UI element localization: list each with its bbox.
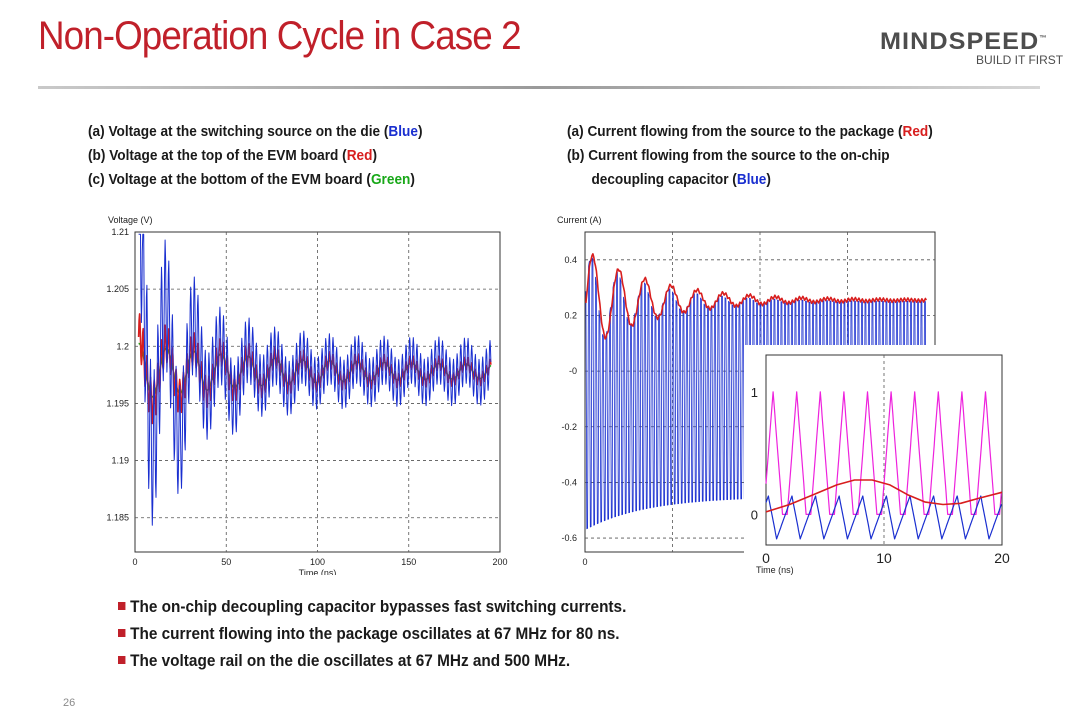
y-tick-label: 1.205	[106, 284, 129, 294]
y-tick-label: 1.195	[106, 398, 129, 408]
y-tick-label: -0.4	[561, 477, 577, 487]
title-divider	[38, 86, 1040, 89]
x-tick-label: 0	[132, 557, 137, 567]
caption-line: (b) Voltage at the top of the EVM board …	[88, 148, 378, 164]
page-number: 26	[63, 697, 76, 709]
x-tick-label: 150	[401, 557, 416, 567]
x-axis-label: Time (ns)	[756, 565, 794, 575]
y-tick-label: 1.19	[111, 456, 129, 466]
x-tick-label: 50	[221, 557, 231, 567]
bullet-item: The current flowing into the package osc…	[118, 621, 626, 648]
y-tick-label: 1.185	[106, 513, 129, 523]
y-tick-label: -0.2	[561, 422, 577, 432]
y-tick-label: 0.4	[564, 255, 577, 265]
x-tick-label: 100	[310, 557, 325, 567]
bullet-item: The voltage rail on the die oscillates a…	[118, 648, 626, 675]
x-tick-label: 0	[582, 557, 587, 567]
bullet-marker	[118, 601, 126, 610]
bullet-list: The on-chip decoupling capacitor bypasse…	[118, 594, 626, 675]
caption-line: (b) Current flowing from the source to t…	[567, 148, 890, 164]
voltage-series-blue	[138, 233, 492, 526]
caption-line: (a) Current flowing from the source to t…	[567, 124, 933, 140]
logo-wordmark: MINDSPEED™	[880, 28, 1048, 55]
y-tick-label: -0	[569, 366, 577, 376]
caption-current: (a) Current flowing from the source to t…	[567, 120, 933, 192]
caption-voltage: (a) Voltage at the switching source on t…	[88, 120, 422, 192]
inset-series-red	[765, 479, 1003, 513]
caption-line: (c) Voltage at the bottom of the EVM boa…	[88, 172, 415, 188]
y-tick-label: 0	[751, 507, 758, 522]
inset-series-magenta	[765, 391, 1002, 515]
y-tick-label: 1	[751, 385, 758, 400]
y-axis-label: Voltage (V)	[108, 215, 153, 225]
y-axis-label: Current (A)	[557, 215, 602, 225]
caption-line: (a) Voltage at the switching source on t…	[88, 124, 423, 140]
y-tick-label: 1.21	[111, 227, 129, 237]
y-tick-label: 0.2	[564, 310, 577, 320]
logo-tagline: BUILD IT FIRST	[976, 53, 1064, 67]
x-axis-label: Time (ns)	[299, 568, 337, 575]
x-tick-label: 200	[492, 557, 507, 567]
x-tick-label: 10	[876, 550, 892, 566]
bullet-marker	[118, 655, 126, 664]
x-tick-label: 0	[762, 550, 770, 566]
y-tick-label: 1.2	[116, 341, 129, 351]
voltage-chart: 1.21 1.205 1.2 1.195 1.19 1.185 0 50 100 150 200 Vo…	[106, 215, 507, 575]
bullet-item: The on-chip decoupling capacitor bypasse…	[118, 594, 626, 621]
y-tick-label: -0.6	[561, 533, 577, 543]
x-tick-label: 20	[994, 550, 1010, 566]
caption-line: decoupling capacitor (Blue)	[591, 172, 771, 188]
inset-series-blue	[765, 495, 1002, 540]
company-logo: MINDSPEED™ BUILD IT FIRST	[880, 28, 1063, 72]
bullet-marker	[118, 628, 126, 637]
current-series-red	[585, 253, 927, 340]
slide-title: Non-Operation Cycle in Case 2	[38, 14, 522, 58]
